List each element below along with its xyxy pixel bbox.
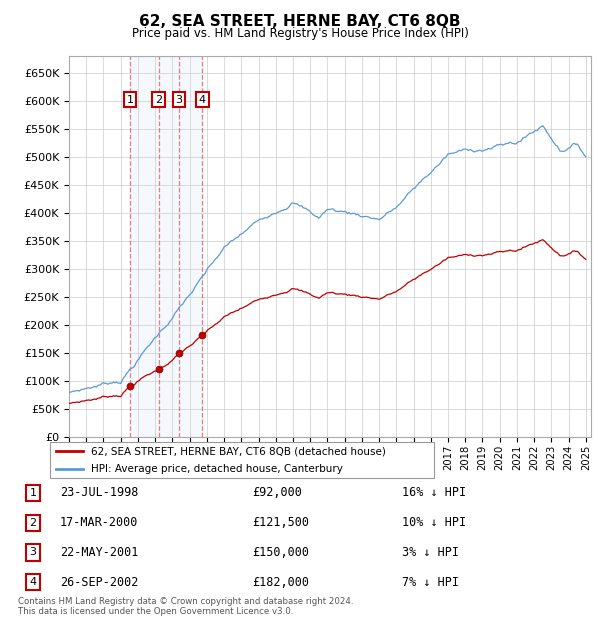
Text: 16% ↓ HPI: 16% ↓ HPI	[402, 487, 466, 499]
Bar	[130, 56, 202, 437]
Text: 4: 4	[199, 95, 206, 105]
Text: 26-SEP-2002: 26-SEP-2002	[60, 576, 139, 588]
Text: £182,000: £182,000	[252, 576, 309, 588]
Text: 4: 4	[29, 577, 37, 587]
Text: £150,000: £150,000	[252, 546, 309, 559]
Text: 62, SEA STREET, HERNE BAY, CT6 8QB: 62, SEA STREET, HERNE BAY, CT6 8QB	[139, 14, 461, 29]
Text: 22-MAY-2001: 22-MAY-2001	[60, 546, 139, 559]
Text: This data is licensed under the Open Government Licence v3.0.: This data is licensed under the Open Gov…	[18, 607, 293, 616]
Text: 1: 1	[127, 95, 134, 105]
Text: 2: 2	[155, 95, 163, 105]
Text: HPI: Average price, detached house, Canterbury: HPI: Average price, detached house, Cant…	[91, 464, 343, 474]
FancyBboxPatch shape	[50, 442, 434, 479]
Text: 3: 3	[176, 95, 182, 105]
Text: 3% ↓ HPI: 3% ↓ HPI	[402, 546, 459, 559]
Text: Contains HM Land Registry data © Crown copyright and database right 2024.: Contains HM Land Registry data © Crown c…	[18, 597, 353, 606]
Text: 2: 2	[29, 518, 37, 528]
Text: 1: 1	[29, 488, 37, 498]
Text: 3: 3	[29, 547, 37, 557]
Text: 62, SEA STREET, HERNE BAY, CT6 8QB (detached house): 62, SEA STREET, HERNE BAY, CT6 8QB (deta…	[91, 446, 386, 456]
Text: 7% ↓ HPI: 7% ↓ HPI	[402, 576, 459, 588]
Text: £121,500: £121,500	[252, 516, 309, 529]
Text: 17-MAR-2000: 17-MAR-2000	[60, 516, 139, 529]
Text: £92,000: £92,000	[252, 487, 302, 499]
Text: Price paid vs. HM Land Registry's House Price Index (HPI): Price paid vs. HM Land Registry's House …	[131, 27, 469, 40]
Text: 23-JUL-1998: 23-JUL-1998	[60, 487, 139, 499]
Text: 10% ↓ HPI: 10% ↓ HPI	[402, 516, 466, 529]
